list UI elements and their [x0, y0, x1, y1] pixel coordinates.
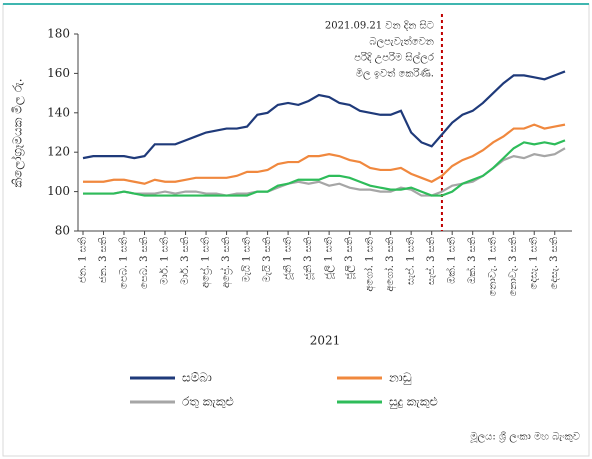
x-tick-label: අගෝ. 3 සති: [383, 237, 396, 292]
x-axis-title: 2021: [310, 334, 341, 348]
x-tick-label: මැයි 3 සති: [262, 237, 273, 282]
x-tick-label: අප්‍රේ. 1 සති: [198, 237, 211, 288]
y-tick-label: 100: [47, 184, 70, 198]
x-tick-label: ජූලි 3 සති: [344, 237, 355, 280]
series-line: [83, 123, 566, 185]
annotation-text: මිල ඉවත් කෙරිණි.: [356, 66, 434, 79]
x-tick-label: අගෝ. 1 සති: [363, 237, 376, 292]
x-tick-label: මාර්. 1 සති: [159, 237, 171, 285]
y-tick-label: 160: [47, 66, 70, 80]
legend-label: රතු කැකුළු: [182, 395, 234, 409]
x-tick-label: සැප්. 1 සති: [404, 237, 417, 285]
x-tick-label: මැයි 1 සති: [242, 237, 253, 282]
series-line: [82, 70, 566, 160]
x-tick-label: ඔක්. 1 සති: [445, 237, 458, 284]
x-tick-label: ජන. 1 සති: [78, 237, 89, 283]
legend-label: සම්බා: [182, 371, 212, 385]
source: මූලය: ශ්‍රී ලංකා මහ බැංකුව: [470, 432, 580, 443]
annotation-text: 2021.09.21 වන දින සිට: [325, 21, 434, 32]
frame: [2, 3, 590, 457]
legend-label: සුදු කැකුළු: [389, 395, 438, 410]
x-tick-label: නොවැ. 1 සති: [488, 237, 499, 296]
legend-label: නාඩු: [389, 371, 412, 386]
y-tick-label: 180: [47, 27, 70, 41]
x-tick-label: පෙබ. 1 සති: [119, 237, 130, 289]
y-tick-label: 120: [47, 145, 70, 159]
y-axis-title: කිලෝග්‍රෑමයක මිල රු.: [11, 78, 26, 187]
annotation-text: බලපැවැත්වෙන: [369, 34, 434, 47]
x-tick-label: ජන. 3 සති: [98, 237, 109, 283]
x-tick-label: ඔක්. 3 සති: [465, 237, 478, 284]
annotation-text: පරිදි උපරිම සිල්ලර: [354, 50, 434, 63]
y-tick-label: 80: [55, 224, 70, 238]
x-tick-label: ජූනි 1 සති: [283, 237, 294, 280]
x-tick-label: දෙසැ. 1 සති: [529, 237, 540, 289]
x-tick-label: නොවැ. 3 සති: [508, 237, 519, 296]
x-tick-label: දෙසැ. 3 සති: [549, 237, 560, 289]
x-tick-label: සැප්. 3 සති: [424, 237, 437, 285]
x-tick-label: ජූනි 3 සති: [303, 237, 314, 280]
x-tick-label: ජූලි 1 සති: [324, 237, 335, 280]
x-tick-label: පෙබ. 3 සති: [139, 237, 150, 289]
y-tick-label: 140: [47, 105, 70, 119]
x-tick-label: මාර්. 3 සති: [179, 237, 191, 285]
series-line: [83, 139, 566, 197]
x-tick-label: අප්‍රේ. 3 සති: [219, 237, 232, 288]
